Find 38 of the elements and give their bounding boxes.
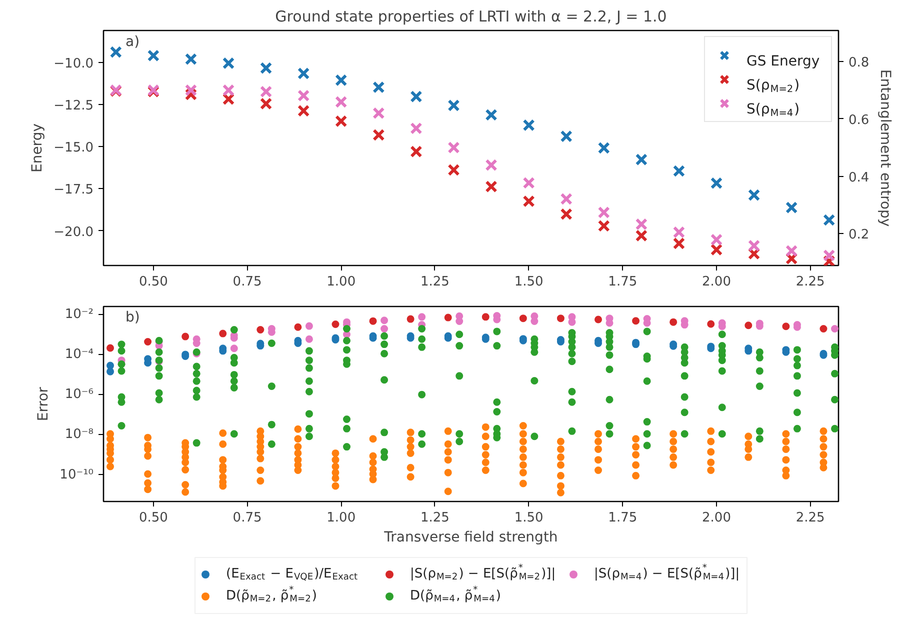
y2-tick-label: 0.4	[848, 170, 870, 186]
x-tick-label: 2.25	[796, 274, 825, 290]
x-tick-label: 1.75	[608, 510, 638, 526]
x-tick-label: 1.25	[420, 510, 450, 526]
y-axis-title: Energy	[30, 123, 46, 173]
x-tick-label: 2.00	[702, 510, 731, 526]
x-axis-title: Transverse field strength	[383, 530, 558, 546]
y-tick-label: −15.0	[54, 140, 94, 156]
y-axis-title: Error	[36, 386, 52, 422]
y2-axis-title: Entanglement entropy	[877, 69, 894, 227]
x-tick-label: 1.25	[420, 274, 450, 290]
x-tick-label: 0.50	[138, 274, 168, 290]
legend-label: GS Energy	[746, 53, 820, 70]
x-tick-label: 2.25	[796, 510, 825, 526]
x-tick-label: 1.50	[514, 274, 544, 290]
x-tick-label: 1.50	[514, 510, 544, 526]
y-tick-label: −20.0	[54, 224, 94, 240]
x-tick-label: 0.50	[138, 510, 168, 526]
y-tick-label: −10.0	[54, 56, 94, 72]
y2-tick-label: 0.6	[848, 112, 870, 128]
y-tick-label: 10⁻⁴	[64, 346, 94, 362]
x-tick-label: 1.00	[326, 274, 356, 290]
y-tick-label: 10⁻²	[64, 306, 94, 322]
y-tick-label: 10⁻⁸	[64, 427, 94, 442]
x-tick-label: 0.75	[232, 274, 262, 290]
x-tick-label: 0.75	[232, 510, 262, 526]
y2-tick-label: 0.8	[848, 55, 870, 70]
y-tick-label: −17.5	[54, 182, 94, 198]
x-tick-label: 1.75	[608, 274, 638, 290]
y-tick-label: −12.5	[54, 98, 94, 114]
annotation: a)	[126, 34, 140, 50]
x-tick-label: 1.00	[326, 510, 356, 526]
annotation: b)	[126, 309, 140, 326]
y-tick-label: 10⁻⁶	[64, 387, 94, 402]
chart-title: Ground state properties of LRTI with α = 2.2, J = 1.0	[275, 8, 667, 26]
x-tick-label: 2.00	[702, 274, 731, 290]
y2-tick-label: 0.2	[848, 228, 870, 243]
y-tick-label: 10⁻¹⁰	[60, 467, 94, 482]
